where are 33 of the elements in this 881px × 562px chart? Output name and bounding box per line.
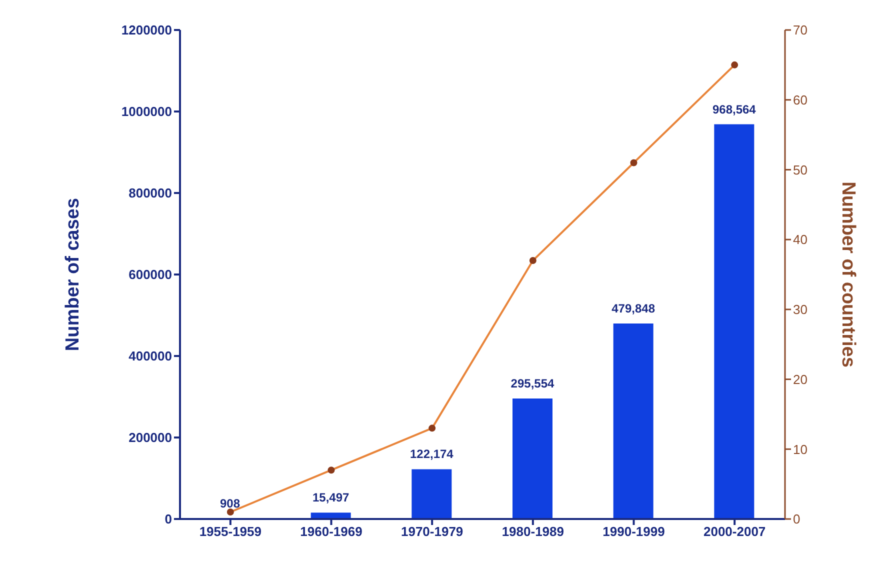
- y2-tick-label: 70: [793, 22, 808, 38]
- y-tick-label: 200000: [128, 430, 172, 446]
- y-tick-label: 1200000: [121, 22, 172, 38]
- data-label: 479,848: [612, 301, 656, 316]
- x-tick-label: 1960-1969: [300, 524, 362, 540]
- data-label: 968,564: [712, 102, 756, 116]
- x-tick-label: 1955-1959: [199, 524, 262, 540]
- y2-tick-label: 10: [793, 442, 808, 457]
- y-tick-label: 400000: [128, 348, 172, 364]
- y2-tick-label: 30: [793, 302, 808, 318]
- y-tick-label: 1000000: [121, 104, 172, 120]
- y2-axis-title: Number of countries: [837, 182, 858, 368]
- bar: [412, 469, 452, 519]
- x-tick-label: 1980-1989: [502, 524, 564, 540]
- bar: [613, 323, 654, 519]
- y2-tick-label: 20: [793, 372, 808, 387]
- data-label: 122,174: [410, 447, 454, 462]
- y-tick-label: 800000: [128, 186, 172, 201]
- y-axis-title: Number of cases: [62, 198, 84, 352]
- y2-tick-label: 60: [793, 92, 808, 108]
- data-label: 908: [220, 496, 240, 511]
- x-tick-label: 2000-2007: [703, 524, 766, 540]
- y2-tick-label: 50: [793, 162, 808, 178]
- data-label: 15,497: [312, 490, 350, 505]
- data-label: 295,554: [510, 376, 555, 391]
- y2-tick-label: 0: [793, 512, 800, 527]
- y-tick-label: 600000: [128, 267, 172, 282]
- y2-tick-label: 40: [793, 232, 808, 248]
- x-tick-label: 1990-1999: [602, 524, 665, 540]
- bar: [714, 124, 754, 519]
- bar: [512, 398, 552, 519]
- x-tick-label: 1970-1979: [400, 524, 464, 540]
- y-tick-label: 0: [164, 512, 172, 527]
